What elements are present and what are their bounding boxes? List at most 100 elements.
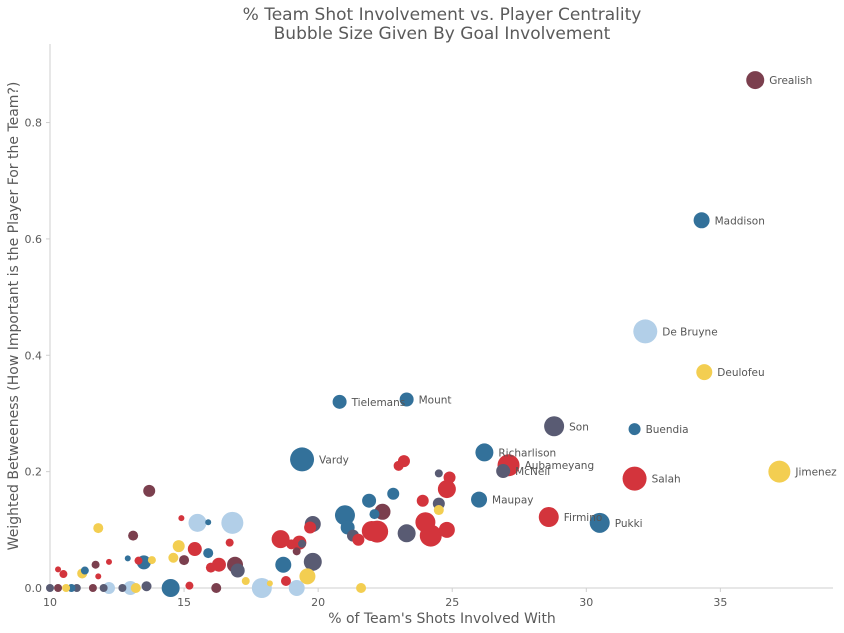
bubble xyxy=(280,576,291,587)
bubble xyxy=(59,570,68,579)
bubble xyxy=(187,542,202,557)
bubble xyxy=(437,480,456,499)
bubble xyxy=(369,509,380,520)
bubble xyxy=(356,583,367,593)
bubble xyxy=(416,494,429,507)
bubble xyxy=(91,560,100,569)
bubble xyxy=(211,583,222,593)
bubble xyxy=(434,469,443,478)
bubble-vardy xyxy=(290,447,315,472)
bubble-salah xyxy=(622,466,647,491)
point-label: Grealish xyxy=(769,75,812,87)
bubble xyxy=(271,530,290,549)
bubble-son xyxy=(544,416,565,437)
bubble xyxy=(438,521,455,538)
bubble xyxy=(147,556,156,565)
bubble xyxy=(205,562,216,573)
bubble xyxy=(352,533,365,546)
bubble xyxy=(334,505,355,526)
chart-subtitle: Bubble Size Given By Goal Involvement xyxy=(274,24,611,44)
bubble-maupay xyxy=(471,491,488,508)
bubble xyxy=(292,547,301,556)
point-label: Buendia xyxy=(646,424,689,436)
bubble xyxy=(54,584,63,592)
bubble xyxy=(46,584,54,592)
bubble xyxy=(241,577,250,586)
bubble xyxy=(397,524,416,543)
x-tick-label: 15 xyxy=(177,596,191,609)
bubble xyxy=(93,523,104,534)
x-tick-label: 20 xyxy=(311,596,325,609)
x-tick-label: 10 xyxy=(43,596,57,609)
point-label: Deulofeu xyxy=(717,367,764,379)
bubble xyxy=(304,521,317,534)
bubble xyxy=(230,563,245,578)
bubble-tielemans xyxy=(332,394,347,409)
point-label: Jimenez xyxy=(794,467,837,479)
bubble xyxy=(433,505,444,516)
point-label: McNeil xyxy=(515,466,550,478)
bubble xyxy=(105,558,112,565)
bubble-mcneil xyxy=(496,464,511,479)
x-tick-label: 30 xyxy=(579,596,593,609)
bubble xyxy=(275,556,292,573)
point-label: Son xyxy=(569,421,589,433)
bubble-jimenez xyxy=(768,460,791,483)
bubble-mount xyxy=(399,392,414,407)
bubble-deulofeu xyxy=(696,364,713,381)
bubble xyxy=(298,539,307,548)
x-tick-label: 25 xyxy=(445,596,459,609)
bubble xyxy=(361,520,382,541)
y-axis-ticks: 0.0 0.2 0.4 0.6 0.8 xyxy=(25,117,50,595)
point-label: Maddison xyxy=(715,215,765,227)
bubble xyxy=(299,568,316,585)
point-label: De Bruyne xyxy=(662,326,717,338)
bubble xyxy=(118,584,127,592)
x-axis-ticks: 10 15 20 25 30 35 xyxy=(43,588,727,609)
bubble-de-bruyne xyxy=(633,319,658,344)
bubble xyxy=(393,460,404,471)
bubble xyxy=(128,530,139,541)
point-label: Richarlison xyxy=(498,447,556,459)
bubble xyxy=(88,584,97,592)
bubble xyxy=(288,580,305,596)
bubble-firmino xyxy=(538,507,559,528)
bubble xyxy=(99,584,108,592)
bubble xyxy=(134,556,143,565)
bubble-maddison xyxy=(693,212,710,229)
point-label: Vardy xyxy=(319,454,349,466)
x-tick-label: 35 xyxy=(713,596,727,609)
bubble xyxy=(185,581,194,590)
bubble xyxy=(124,555,131,562)
bubble xyxy=(286,539,297,550)
bubble xyxy=(168,552,179,563)
point-label: Mount xyxy=(419,394,452,406)
chart-title: % Team Shot Involvement vs. Player Centr… xyxy=(243,5,642,25)
point-label: Firmino xyxy=(564,512,603,524)
bubble xyxy=(179,555,190,566)
bubble-richarlison xyxy=(475,443,494,462)
bubble xyxy=(266,580,273,587)
y-tick-label: 0.0 xyxy=(25,582,43,595)
bubble xyxy=(143,484,156,497)
bubble xyxy=(443,471,456,484)
bubble-grealish xyxy=(746,71,765,90)
bubble xyxy=(303,552,322,571)
bubble xyxy=(415,512,436,533)
bubble xyxy=(95,573,102,580)
bubble xyxy=(188,513,207,532)
bubble xyxy=(362,493,377,508)
point-labels-layer: Grealish Maddison De Bruyne Deulofeu Tielema… xyxy=(319,75,837,530)
bubble xyxy=(55,566,62,573)
y-tick-label: 0.6 xyxy=(25,233,43,246)
bubble xyxy=(80,566,89,575)
y-tick-label: 0.8 xyxy=(25,117,43,130)
bubble xyxy=(251,578,272,598)
bubble xyxy=(205,519,212,526)
bubble xyxy=(225,538,234,547)
bubble xyxy=(221,511,244,534)
point-label: Tielemans xyxy=(351,397,406,409)
y-tick-label: 0.4 xyxy=(25,349,43,362)
point-label: Aubameyang xyxy=(525,460,595,472)
